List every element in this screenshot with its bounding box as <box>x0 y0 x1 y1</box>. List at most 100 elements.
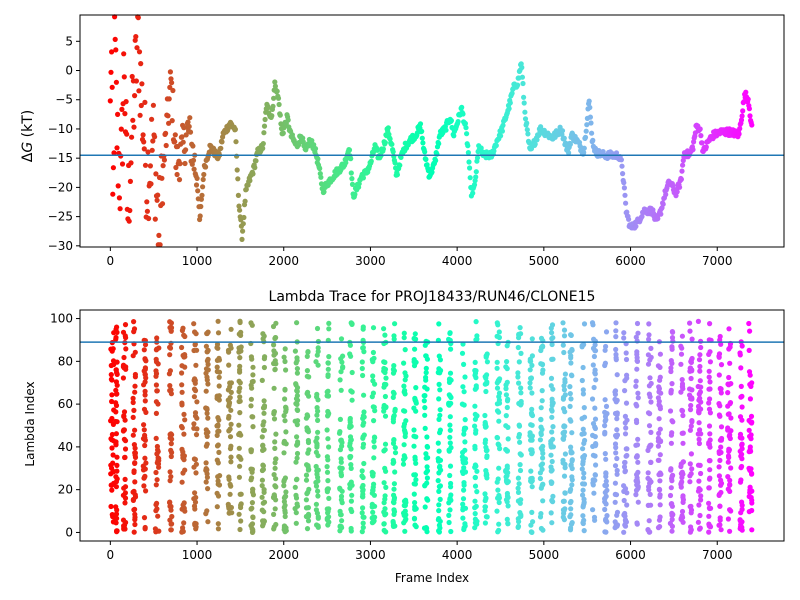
lambda-point <box>324 454 330 460</box>
lambda-point <box>121 354 127 361</box>
lambda-point <box>261 364 267 371</box>
lambda-point <box>271 511 277 517</box>
delta-g-point <box>160 163 166 169</box>
lambda-point <box>436 416 442 422</box>
delta-g-point <box>240 221 246 227</box>
lambda-point <box>540 527 546 533</box>
lambda-point <box>706 368 712 374</box>
delta-g-point <box>460 111 466 117</box>
lambda-point <box>370 325 377 331</box>
lambda-point <box>168 447 174 453</box>
lambda-point <box>391 481 397 487</box>
lambda-point <box>295 418 301 424</box>
lambda-point <box>746 320 752 327</box>
lambda-point <box>108 503 114 510</box>
lambda-point <box>515 523 522 530</box>
lambda-point <box>623 350 629 356</box>
lambda-point <box>562 451 569 457</box>
lambda-point <box>718 437 725 443</box>
lambda-point <box>718 362 725 368</box>
delta-g-axes-frame <box>79 14 785 248</box>
lambda-point <box>203 460 209 466</box>
lambda-point <box>707 396 713 402</box>
delta-g-point <box>747 113 753 119</box>
delta-g-point <box>703 144 709 150</box>
delta-g-point <box>141 139 147 145</box>
lambda-point <box>400 461 407 467</box>
lambda-point <box>538 424 544 430</box>
lambda-point <box>382 413 389 419</box>
delta-g-point <box>187 115 193 121</box>
lambda-point <box>462 439 468 445</box>
lambda-point <box>282 529 288 535</box>
lambda-point <box>294 450 301 457</box>
lambda-point <box>324 464 330 470</box>
lambda-point <box>261 419 267 425</box>
lambda-point <box>503 413 509 419</box>
lambda-point <box>622 510 628 517</box>
lambda-point <box>484 453 490 459</box>
lambda-point <box>668 440 675 446</box>
y-tick-label: −15 <box>48 151 73 165</box>
lambda-point <box>518 385 524 391</box>
lambda-point <box>529 509 535 515</box>
lambda-point <box>412 346 418 352</box>
lambda-point <box>261 333 267 339</box>
delta-g-point <box>422 149 428 155</box>
lambda-point <box>371 455 377 461</box>
delta-g-point <box>198 203 204 210</box>
lambda-point <box>250 492 256 498</box>
lambda-point <box>645 502 651 508</box>
lambda-point <box>153 410 159 416</box>
lambda-point <box>381 408 387 414</box>
delta-g-point <box>698 133 704 139</box>
lambda-point <box>216 428 222 434</box>
delta-g-point <box>232 126 238 132</box>
lambda-point <box>120 492 126 498</box>
lambda-point <box>579 377 585 384</box>
delta-g-point <box>467 165 473 171</box>
lambda-point <box>248 354 254 360</box>
lambda-point <box>315 493 321 499</box>
delta-g-point <box>262 116 268 123</box>
lambda-point <box>648 459 654 465</box>
lambda-point <box>153 469 159 476</box>
lambda-point <box>706 529 712 535</box>
delta-g-point <box>136 88 142 94</box>
delta-g-point <box>163 130 169 136</box>
lambda-point <box>282 418 288 424</box>
delta-g-point <box>139 81 145 87</box>
delta-g-point <box>115 183 121 189</box>
lambda-point <box>381 448 387 454</box>
lambda-point <box>726 346 732 352</box>
lambda-point <box>181 500 187 506</box>
lambda-point <box>179 479 185 485</box>
lambda-point <box>436 396 442 402</box>
lambda-point <box>108 372 114 378</box>
lambda-point <box>437 412 443 418</box>
lambda-point <box>271 416 278 422</box>
lambda-point <box>204 508 210 514</box>
lambda-point <box>516 359 522 365</box>
lambda-point <box>153 508 159 514</box>
lambda-point <box>168 328 174 334</box>
delta-g-point <box>465 150 471 156</box>
lambda-point <box>622 523 629 529</box>
lambda-point <box>108 418 114 424</box>
y-tick-label: 60 <box>58 397 73 411</box>
lambda-point <box>549 330 555 336</box>
lambda-point <box>281 499 287 505</box>
lambda-point <box>622 388 628 394</box>
lambda-point <box>205 348 211 354</box>
lambda-point <box>561 517 568 523</box>
lambda-point <box>634 351 640 357</box>
lambda-point <box>167 345 174 351</box>
lambda-point <box>748 466 754 472</box>
lambda-point <box>179 382 185 388</box>
delta-g-y-axis-label: ΔG (kT) <box>20 110 36 162</box>
lambda-point <box>131 529 137 535</box>
lambda-point <box>402 528 408 534</box>
lambda-point <box>226 362 232 368</box>
delta-g-point <box>739 113 745 119</box>
lambda-point <box>413 408 419 414</box>
